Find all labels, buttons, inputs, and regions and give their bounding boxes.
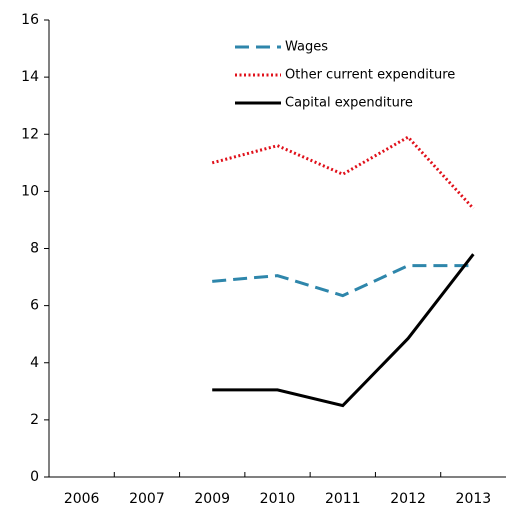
y-tick-label: 2: [30, 412, 39, 428]
y-tick-label: 4: [30, 355, 39, 371]
x-tick-label: 2007: [129, 491, 165, 507]
y-tick-label: 14: [21, 69, 39, 85]
x-tick-label: 2013: [456, 491, 492, 507]
x-tick-label: 2012: [390, 491, 426, 507]
x-tick-label: 2009: [194, 491, 230, 507]
x-tick-label: 2011: [325, 491, 361, 507]
y-tick-label: 0: [30, 469, 39, 485]
series-line: [212, 264, 474, 298]
x-tick-label: 2010: [260, 491, 296, 507]
y-tick-label: 10: [21, 183, 39, 199]
legend-label: Other current expenditure: [285, 68, 455, 83]
series-line: [212, 253, 475, 408]
legend-label: Wages: [285, 40, 328, 55]
series-line: [211, 135, 475, 210]
x-tick-label: 2006: [64, 491, 100, 507]
legend: Wages Other current expenditure Capital ex…: [235, 40, 455, 111]
y-tick-label: 8: [30, 241, 39, 257]
y-tick-label: 16: [21, 12, 39, 28]
y-tick-label: 6: [30, 298, 39, 314]
legend-label: Capital expenditure: [285, 96, 413, 111]
y-tick-label: 12: [21, 126, 39, 142]
